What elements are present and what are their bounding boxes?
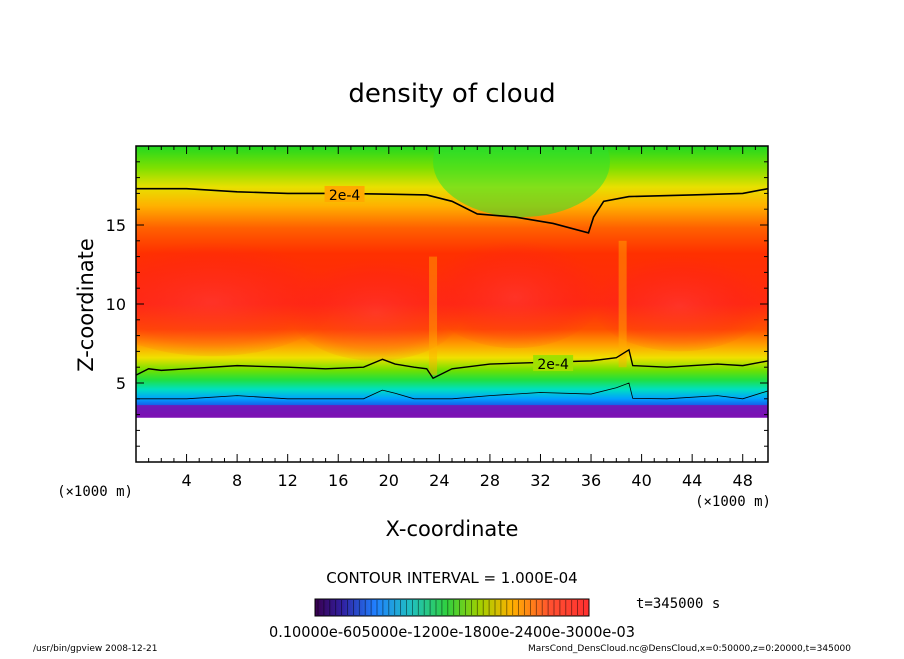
x-unit-label-left: (×1000 m)	[57, 484, 133, 500]
y-axis-label: Z-coordinate	[74, 238, 98, 372]
contour-label: 2e-4	[537, 357, 569, 373]
y-tick-label: 10	[106, 295, 126, 314]
contour-lines: 2e-4 2e-4	[136, 185, 768, 400]
footer-right: MarsCond_DensCloud.nc@DensCloud,x=0:5000…	[528, 644, 851, 654]
contour-lower-thin	[136, 382, 768, 400]
downdraft-region	[429, 256, 438, 376]
x-axis-label: X-coordinate	[386, 517, 519, 541]
x-tick-label: 32	[530, 471, 550, 490]
x-axis-ticks: 4 8 12 16 20 24 28 32 36 40 44 48	[148, 146, 756, 490]
plot-area	[136, 146, 768, 462]
contour-label-bg	[324, 185, 365, 202]
x-tick-label: 48	[733, 471, 753, 490]
x-unit-label-right: (×1000 m)	[695, 494, 771, 510]
x-tick-label: 44	[682, 471, 702, 490]
footer-left: /usr/bin/gpview 2008-12-21	[33, 644, 157, 654]
y-tick-label: 5	[116, 374, 126, 393]
cloud-base-band	[136, 405, 768, 418]
upper-low-density-region	[433, 146, 610, 218]
y-tick-label: 15	[106, 216, 126, 235]
contour-2e-4-lower	[136, 348, 768, 380]
colorbar-labels: 0.10000e-605000e-1200e-1800e-2400e-3000e…	[269, 623, 635, 641]
x-tick-label: 24	[429, 471, 449, 490]
x-tick-label: 4	[181, 471, 191, 490]
x-tick-label: 20	[379, 471, 399, 490]
contour-label: 2e-4	[329, 188, 361, 204]
y-axis-ticks: 5 10 15	[106, 161, 768, 447]
x-tick-label: 8	[232, 471, 242, 490]
no-cloud-region	[136, 417, 768, 462]
x-tick-label: 12	[278, 471, 298, 490]
time-label: t=345000 s	[636, 596, 720, 612]
x-tick-label: 36	[581, 471, 601, 490]
x-tick-label: 40	[631, 471, 651, 490]
contour-label-bg	[533, 355, 574, 372]
density-peak-region	[426, 234, 604, 349]
density-peak-region	[591, 250, 768, 352]
x-tick-label: 16	[328, 471, 348, 490]
downdraft-region	[618, 240, 627, 368]
contour-interval-text: CONTOUR INTERVAL = 1.000E-04	[326, 569, 577, 587]
density-peak-region	[287, 253, 465, 361]
colorbar-stripes	[317, 600, 584, 615]
contour-2e-4-upper	[136, 187, 768, 234]
x-tick-label: 28	[480, 471, 500, 490]
density-peak-region	[136, 236, 339, 357]
colorbar	[314, 598, 590, 617]
chart-title: density of cloud	[348, 79, 555, 109]
